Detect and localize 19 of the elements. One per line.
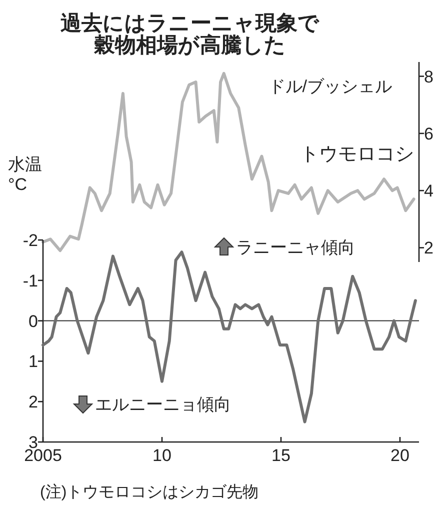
- annotation: ラニーニャ傾向: [236, 238, 355, 257]
- y-tick-label: 6: [424, 124, 434, 144]
- x-tick-label: 20: [390, 446, 410, 465]
- series-label: トウモロコシ: [300, 144, 414, 165]
- y-tick-label: -2: [22, 231, 38, 250]
- y-tick-label: 1: [28, 352, 38, 372]
- x-tick-label: 15: [272, 446, 290, 465]
- y-tick-label: -1: [22, 271, 38, 290]
- y-axis-title: ドル/ブッシェル: [268, 77, 392, 96]
- annotation: エルニーニョ傾向: [95, 395, 231, 414]
- y-axis-title: 水温°C: [8, 155, 42, 194]
- x-tick-label: 10: [152, 446, 172, 465]
- chart-title: 過去にはラニーニャ現象で穀物相場が高騰した: [60, 12, 320, 57]
- y-tick-label: 8: [424, 67, 434, 86]
- text: (注)トウモロコシはシカゴ先物: [40, 483, 259, 501]
- y-tick-label: 2: [28, 392, 38, 412]
- y-tick-label: 0: [28, 312, 38, 331]
- y-tick-label: 4: [424, 182, 434, 201]
- y-tick-label: 2: [424, 238, 434, 258]
